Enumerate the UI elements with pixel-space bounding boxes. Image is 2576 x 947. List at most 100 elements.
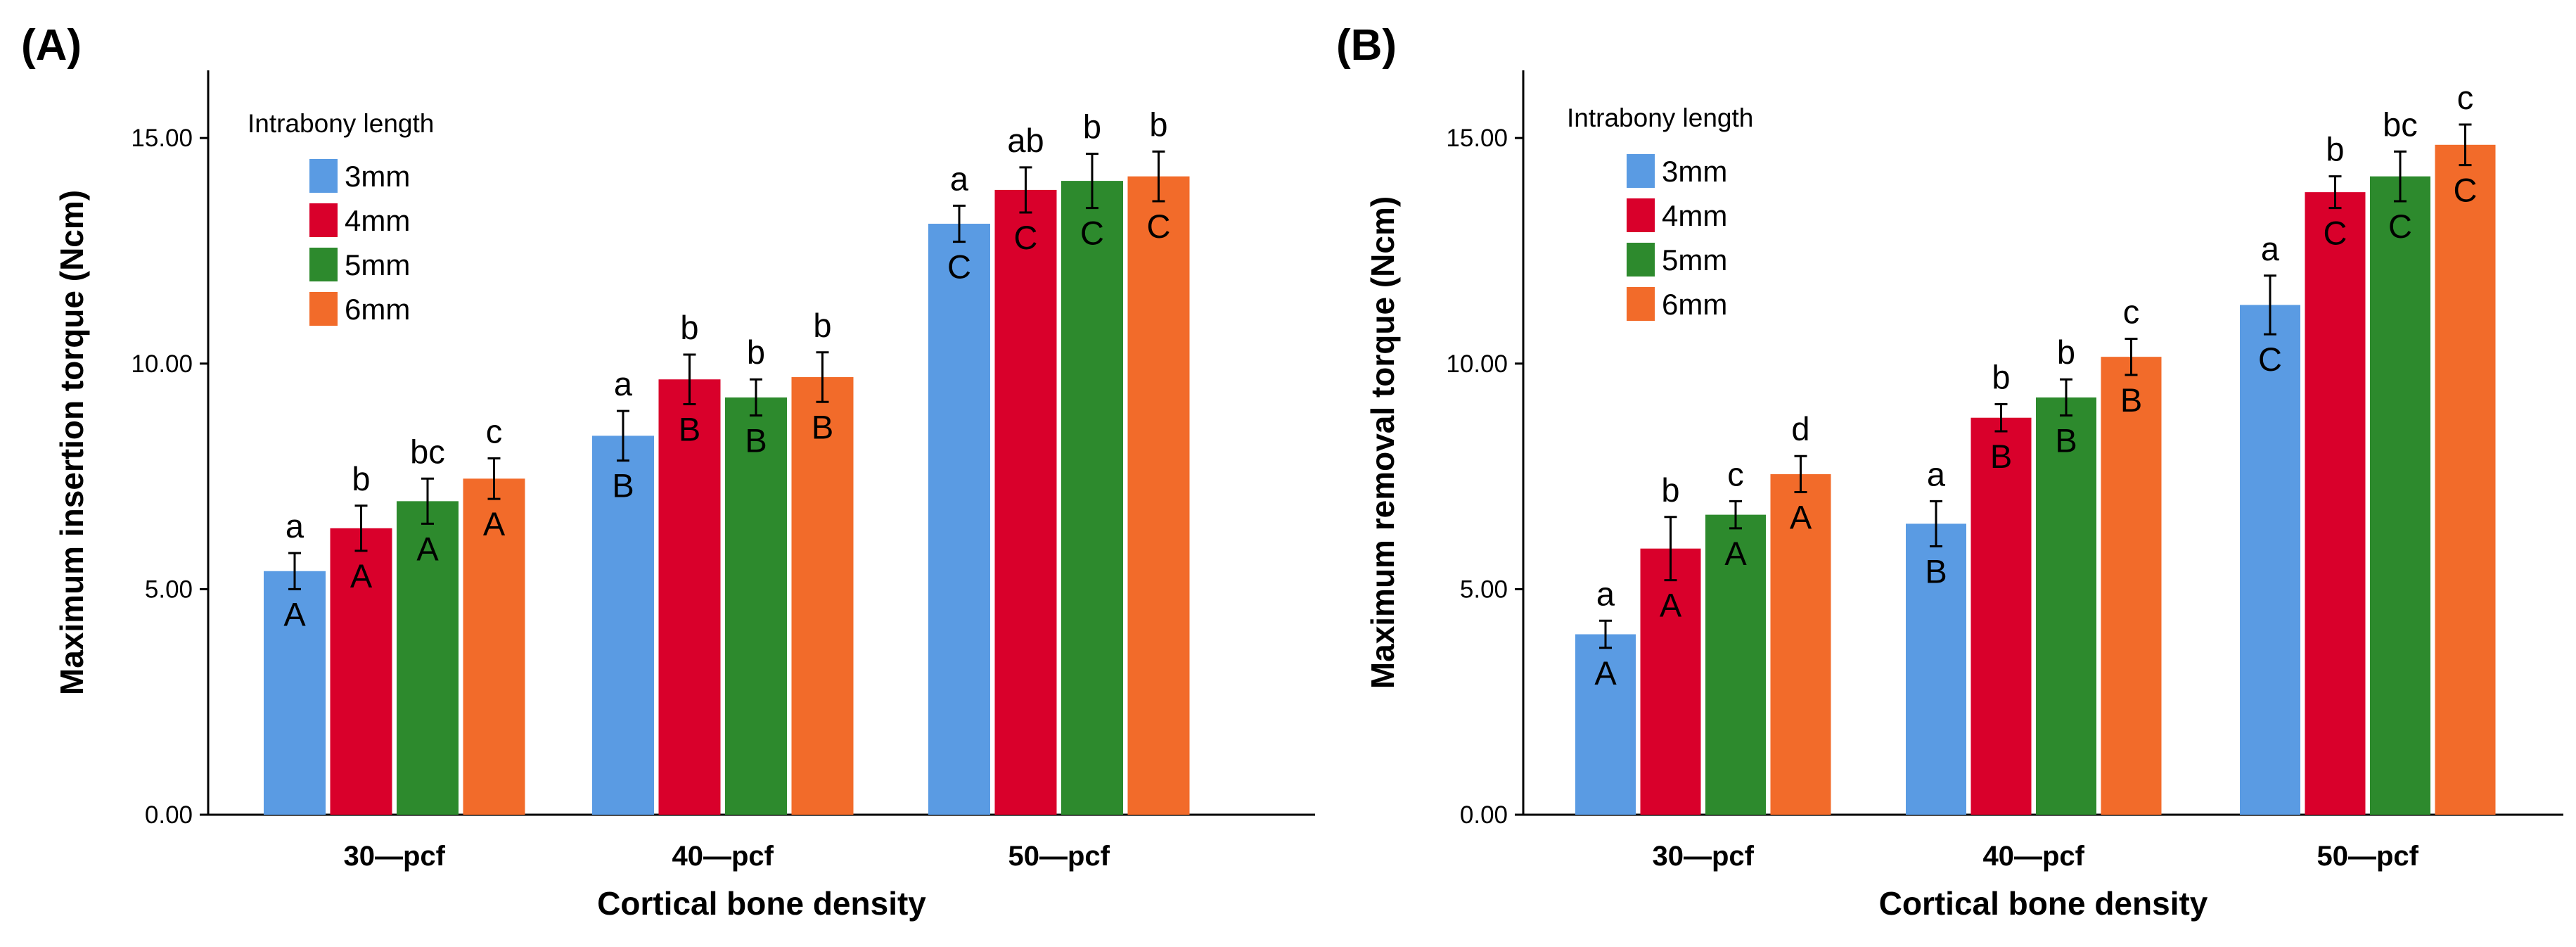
bar-4mm-30—pcf bbox=[1640, 548, 1701, 815]
legend-label-4mm: 4mm bbox=[1662, 199, 1727, 232]
bar-3mm-30—pcf bbox=[1575, 634, 1636, 815]
significance-letter-upper: C bbox=[1147, 208, 1171, 245]
bar-3mm-30—pcf bbox=[264, 571, 326, 815]
significance-letter-upper: B bbox=[2120, 381, 2142, 419]
y-axis-title: Maximum insertion torque (Ncm) bbox=[53, 190, 90, 695]
significance-letter-upper: A bbox=[416, 530, 439, 567]
bar-5mm-50—pcf bbox=[2370, 176, 2430, 815]
y-tick-label: 5.00 bbox=[1460, 576, 1508, 603]
y-tick-label: 0.00 bbox=[145, 801, 193, 829]
legend-swatch-5mm bbox=[1627, 243, 1655, 277]
legend-label-6mm: 6mm bbox=[1662, 288, 1727, 321]
x-tick-label: 30—pcf bbox=[1653, 841, 1755, 872]
bar-6mm-50—pcf bbox=[2435, 144, 2496, 815]
bar-5mm-40—pcf bbox=[2036, 397, 2096, 815]
significance-letter-upper: B bbox=[612, 467, 634, 504]
significance-letter-upper: A bbox=[350, 557, 373, 595]
significance-letter-lower: bc bbox=[2383, 106, 2418, 143]
significance-letter-upper: C bbox=[2324, 215, 2347, 252]
significance-letter-upper: B bbox=[1925, 552, 1947, 590]
significance-letter-lower: ab bbox=[1007, 122, 1044, 159]
x-axis-title: Cortical bone density bbox=[597, 885, 926, 922]
y-tick-label: 0.00 bbox=[1460, 801, 1508, 829]
y-tick-label: 15.00 bbox=[1446, 125, 1508, 152]
bar-4mm-50—pcf bbox=[994, 189, 1057, 815]
significance-letter-lower: b bbox=[747, 333, 765, 371]
legend-label-4mm: 4mm bbox=[345, 204, 410, 237]
significance-letter-upper: B bbox=[812, 408, 833, 445]
bar-3mm-40—pcf bbox=[592, 436, 654, 815]
legend-swatch-3mm bbox=[1627, 154, 1655, 188]
legend-swatch-6mm bbox=[309, 292, 338, 326]
chart-panel-b: (B) 0.00 5.00 10.00 15.00 Maximum removal tor… bbox=[1336, 21, 2563, 922]
legend-label-6mm: 6mm bbox=[345, 293, 410, 326]
bar-6mm-40—pcf bbox=[791, 377, 854, 815]
significance-letter-upper: A bbox=[1594, 654, 1617, 692]
significance-letter-upper: A bbox=[1724, 535, 1747, 572]
significance-letter-lower: b bbox=[2057, 333, 2075, 371]
bar-5mm-30—pcf bbox=[397, 501, 459, 815]
x-tick-label: 50—pcf bbox=[1008, 841, 1110, 872]
bar-3mm-40—pcf bbox=[1906, 523, 1966, 815]
legend: Intrabony length 3mm 4mm 5mm 6mm bbox=[1567, 103, 1753, 321]
significance-letter-upper: B bbox=[1990, 438, 2012, 475]
bar-5mm-50—pcf bbox=[1061, 181, 1123, 815]
bar-4mm-50—pcf bbox=[2305, 192, 2366, 815]
legend-title: Intrabony length bbox=[248, 109, 434, 138]
significance-letter-lower: b bbox=[2326, 131, 2344, 168]
chart-panel-a: (A) 0.00 5.00 10.00 15.00 Maximum insertion t… bbox=[21, 21, 1315, 922]
significance-letter-lower: c bbox=[2457, 79, 2474, 116]
bar-6mm-30—pcf bbox=[463, 478, 525, 815]
legend: Intrabony length 3mm 4mm 5mm 6mm bbox=[248, 109, 434, 326]
significance-letter-upper: A bbox=[483, 505, 506, 542]
significance-letter-lower: b bbox=[1661, 471, 1679, 509]
significance-letter-upper: A bbox=[283, 595, 306, 633]
bar-6mm-40—pcf bbox=[2101, 357, 2162, 815]
bar-6mm-30—pcf bbox=[1770, 474, 1831, 815]
bar-5mm-30—pcf bbox=[1705, 514, 1766, 815]
significance-letter-lower: a bbox=[1596, 575, 1615, 612]
significance-letter-lower: a bbox=[2261, 230, 2280, 267]
legend-swatch-4mm bbox=[309, 203, 338, 237]
legend-label-3mm: 3mm bbox=[1662, 155, 1727, 188]
legend-swatch-6mm bbox=[1627, 287, 1655, 321]
x-axis-title: Cortical bone density bbox=[1879, 885, 2208, 922]
legend-swatch-5mm bbox=[309, 248, 338, 281]
significance-letter-upper: C bbox=[2258, 341, 2282, 378]
panel-label: (B) bbox=[1336, 21, 1397, 70]
significance-letter-lower: a bbox=[1927, 455, 1946, 492]
bar-4mm-40—pcf bbox=[658, 379, 721, 815]
significance-letter-lower: bc bbox=[410, 433, 445, 470]
x-tick-label: 40—pcf bbox=[672, 841, 774, 872]
legend-label-5mm: 5mm bbox=[1662, 243, 1727, 277]
significance-letter-lower: c bbox=[486, 412, 503, 450]
x-tick-label: 40—pcf bbox=[1983, 841, 2085, 872]
legend-swatch-3mm bbox=[309, 159, 338, 193]
y-tick-label: 15.00 bbox=[131, 125, 193, 152]
legend-swatch-4mm bbox=[1627, 198, 1655, 232]
legend-label-5mm: 5mm bbox=[345, 248, 410, 281]
bar-5mm-40—pcf bbox=[725, 397, 787, 815]
y-tick-label: 10.00 bbox=[1446, 350, 1508, 378]
significance-letter-upper: C bbox=[1014, 219, 1038, 256]
y-tick-label: 10.00 bbox=[131, 350, 193, 378]
significance-letter-lower: b bbox=[1149, 106, 1167, 143]
significance-letter-lower: b bbox=[680, 309, 698, 346]
significance-letter-lower: a bbox=[286, 507, 305, 545]
x-tick-label: 50—pcf bbox=[2317, 841, 2419, 872]
significance-letter-upper: C bbox=[947, 248, 971, 286]
significance-letter-lower: c bbox=[1727, 455, 1744, 492]
significance-letter-lower: a bbox=[614, 365, 633, 402]
significance-letter-upper: A bbox=[1790, 499, 1812, 536]
bar-4mm-30—pcf bbox=[330, 528, 392, 815]
significance-letter-upper: C bbox=[1080, 215, 1104, 252]
panel-label: (A) bbox=[21, 21, 82, 70]
bar-6mm-50—pcf bbox=[1127, 176, 1190, 815]
significance-letter-upper: C bbox=[2388, 208, 2412, 245]
significance-letter-upper: C bbox=[2454, 172, 2478, 209]
significance-letter-lower: c bbox=[2123, 293, 2140, 331]
bar-3mm-50—pcf bbox=[928, 224, 990, 815]
y-axis-title: Maximum removal torque (Ncm) bbox=[1364, 196, 1401, 689]
y-tick-label: 5.00 bbox=[145, 576, 193, 603]
